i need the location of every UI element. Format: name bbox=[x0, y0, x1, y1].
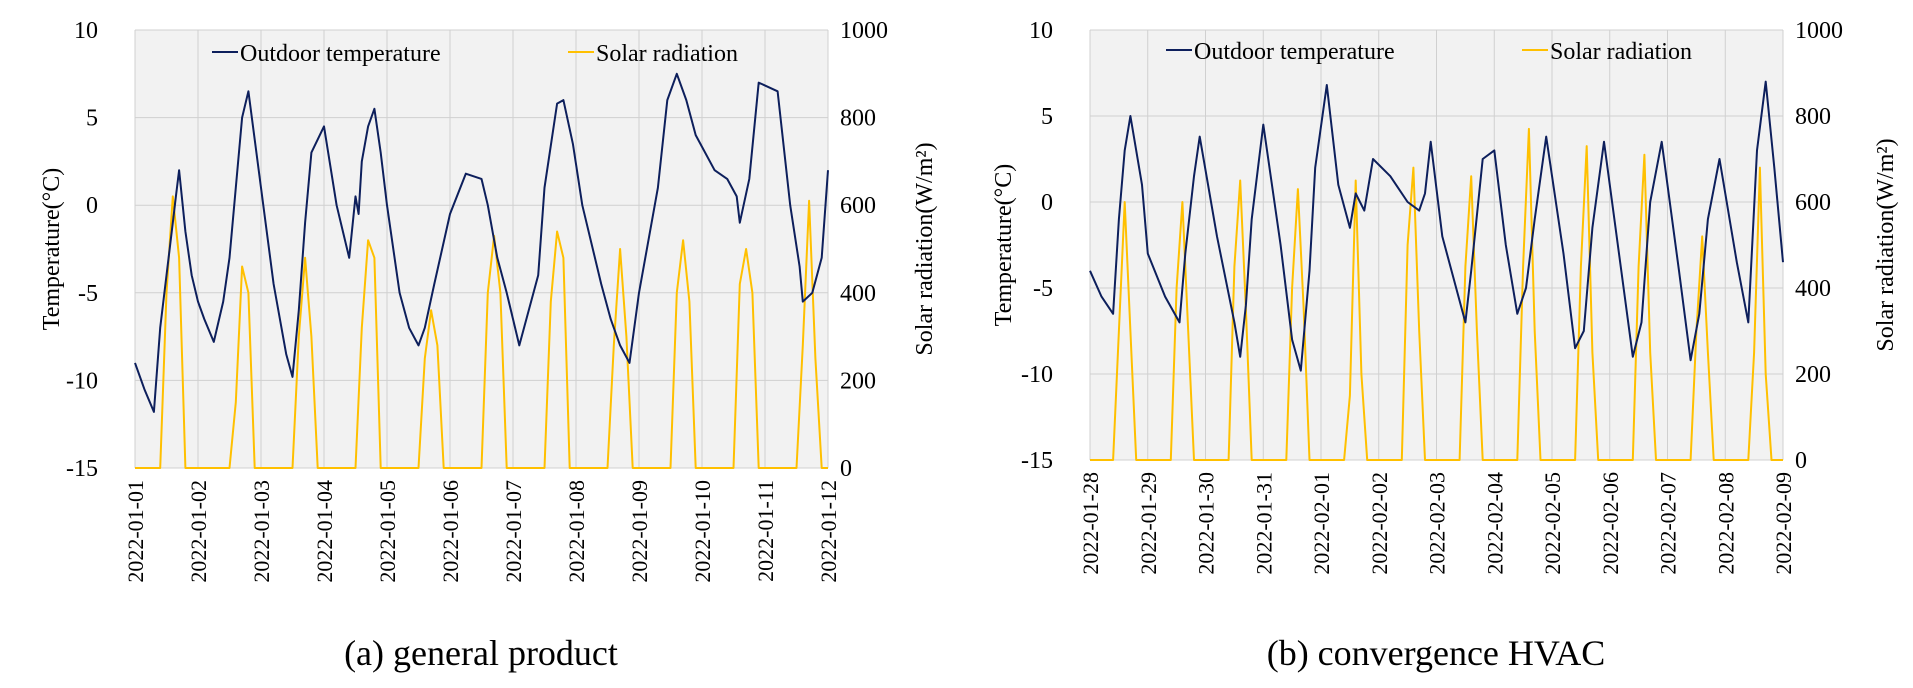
y-tick-label-right: 200 bbox=[840, 368, 876, 394]
ticks-b: 10 1000 5 800 0 600 -5 400 -10 200 -15 0 2022-01-28 2… bbox=[1021, 18, 1843, 575]
legend-label-solar-a: Solar radiation bbox=[596, 41, 738, 67]
y-tick-label-right: 400 bbox=[840, 281, 876, 307]
y-tick-label-right: 600 bbox=[1795, 190, 1831, 216]
y-tick-label-left: -10 bbox=[66, 368, 98, 394]
x-tick-label: 2022-02-02 bbox=[1367, 472, 1392, 575]
y-tick-label-right: 0 bbox=[1795, 448, 1807, 474]
y-tick-label-right: 1000 bbox=[840, 18, 888, 44]
chart-panel-a: 10 1000 5 800 0 600 -5 400 -10 200 -15 0 2022-01-01 2… bbox=[39, 18, 938, 673]
y-tick-label-left: -15 bbox=[66, 456, 98, 482]
y-tick-label-left: -5 bbox=[78, 281, 98, 307]
y-axis-label-right-b: Solar radiation(W/m²) bbox=[1873, 138, 1899, 351]
y-tick-label-right: 400 bbox=[1795, 276, 1831, 302]
x-tick-label: 2022-01-08 bbox=[564, 480, 589, 583]
x-tick-label: 2022-01-09 bbox=[627, 480, 652, 583]
x-tick-label: 2022-01-29 bbox=[1136, 472, 1161, 575]
y-tick-label-left: 5 bbox=[1041, 104, 1053, 130]
legend-b: Outdoor temperature Solar radiation bbox=[1166, 39, 1692, 65]
x-tick-label: 2022-01-03 bbox=[249, 480, 274, 583]
x-tick-label: 2022-02-07 bbox=[1656, 472, 1681, 575]
chart-panel-b: 10 1000 5 800 0 600 -5 400 -10 200 -15 0 2022-01-28 2… bbox=[991, 18, 1899, 673]
x-tick-label: 2022-01-30 bbox=[1194, 472, 1219, 575]
y-tick-label-right: 0 bbox=[840, 456, 852, 482]
legend-label-temperature-a: Outdoor temperature bbox=[240, 41, 441, 67]
x-tick-label: 2022-01-02 bbox=[186, 480, 211, 583]
y-axis-label-left-a: Temperature(°C) bbox=[39, 168, 65, 331]
caption-a: (a) general product bbox=[344, 633, 618, 673]
legend-a: Outdoor temperature Solar radiation bbox=[212, 41, 738, 67]
y-axis-label-right-a: Solar radiation(W/m²) bbox=[912, 142, 938, 355]
solar-radiation-line-b bbox=[1090, 127, 1783, 461]
x-tick-label: 2022-01-10 bbox=[690, 480, 715, 583]
y-tick-label-left: 0 bbox=[1041, 190, 1053, 216]
x-tick-label: 2022-01-01 bbox=[123, 480, 148, 583]
y-tick-label-left: 5 bbox=[86, 106, 98, 132]
x-tick-label: 2022-02-04 bbox=[1482, 472, 1507, 575]
y-tick-label-left: 0 bbox=[86, 193, 98, 219]
x-tick-label: 2022-01-28 bbox=[1078, 472, 1103, 575]
y-axis-label-left-b: Temperature(°C) bbox=[991, 164, 1017, 327]
x-tick-label: 2022-01-11 bbox=[753, 480, 778, 582]
legend-label-solar-b: Solar radiation bbox=[1550, 39, 1692, 65]
y-tick-label-right: 600 bbox=[840, 193, 876, 219]
x-tick-label: 2022-01-07 bbox=[501, 480, 526, 583]
x-tick-label: 2022-02-05 bbox=[1540, 472, 1565, 575]
y-tick-label-left: -10 bbox=[1021, 362, 1053, 388]
x-tick-label: 2022-01-12 bbox=[816, 480, 841, 583]
x-tick-label: 2022-02-01 bbox=[1309, 472, 1334, 575]
outdoor-temperature-line-a bbox=[134, 72, 829, 413]
y-tick-label-left: 10 bbox=[1029, 18, 1053, 44]
plot-area-a bbox=[135, 30, 828, 468]
y-tick-label-right: 800 bbox=[1795, 104, 1831, 130]
y-tick-label-right: 800 bbox=[840, 106, 876, 132]
y-tick-label-left: 10 bbox=[74, 18, 98, 44]
x-tick-label: 2022-02-09 bbox=[1771, 472, 1796, 575]
y-tick-label-left: -15 bbox=[1021, 448, 1053, 474]
x-tick-label: 2022-01-05 bbox=[375, 480, 400, 583]
x-tick-label: 2022-02-06 bbox=[1598, 472, 1623, 575]
x-tick-label: 2022-02-08 bbox=[1713, 472, 1738, 575]
series-lines-b bbox=[1089, 80, 1784, 461]
ticks-a: 10 1000 5 800 0 600 -5 400 -10 200 -15 0 2022-01-01 2… bbox=[66, 18, 888, 583]
y-tick-label-right: 200 bbox=[1795, 362, 1831, 388]
series-lines-a bbox=[134, 72, 829, 469]
x-tick-label: 2022-02-03 bbox=[1425, 472, 1450, 575]
outdoor-temperature-line-b bbox=[1089, 80, 1784, 372]
x-tick-label: 2022-01-04 bbox=[312, 480, 337, 583]
x-tick-label: 2022-01-06 bbox=[438, 480, 463, 583]
y-tick-label-right: 1000 bbox=[1795, 18, 1843, 44]
caption-b: (b) convergence HVAC bbox=[1267, 633, 1606, 673]
y-tick-label-left: -5 bbox=[1033, 276, 1053, 302]
x-tick-label: 2022-01-31 bbox=[1251, 472, 1276, 575]
legend-label-temperature-b: Outdoor temperature bbox=[1194, 39, 1395, 65]
